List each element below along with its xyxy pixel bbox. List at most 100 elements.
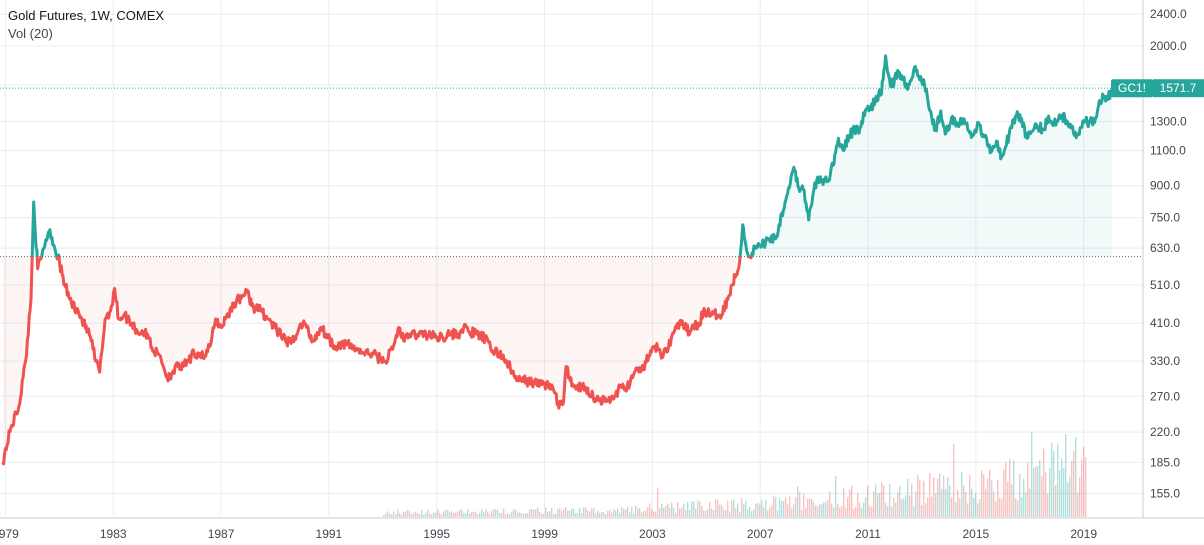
volume-bar	[641, 512, 643, 517]
volume-bar	[803, 493, 805, 517]
volume-bar	[431, 514, 433, 517]
volume-bar	[757, 503, 759, 517]
volume-bar	[493, 509, 495, 517]
volume-bar	[713, 510, 715, 517]
volume-bar	[751, 511, 753, 517]
volume-bar	[999, 497, 1001, 517]
volume-bar	[1015, 498, 1017, 517]
volume-bar	[621, 507, 623, 517]
volume-bar	[887, 506, 889, 517]
volume-bar	[613, 509, 615, 517]
volume-bar	[627, 506, 629, 517]
volume-bar	[1045, 472, 1047, 517]
volume-bar	[1041, 475, 1043, 517]
volume-bar	[915, 491, 917, 517]
volume-bar	[575, 513, 577, 517]
volume-bar	[1031, 432, 1033, 517]
volume-bar	[1039, 460, 1041, 517]
volume-bar	[675, 512, 677, 517]
volume-bar	[563, 509, 565, 517]
volume-bar	[861, 507, 863, 517]
ticker-badge-bg	[1111, 79, 1153, 98]
volume-bar	[495, 509, 497, 517]
volume-bar	[437, 509, 439, 517]
volume-bar	[467, 509, 469, 517]
volume-bar	[595, 513, 597, 517]
volume-bar	[731, 500, 733, 517]
volume-bar	[1007, 481, 1009, 517]
time-axis[interactable]: 1979 1983 1987 1991 1995 1999 2003 2007 2011 2015…	[0, 517, 1204, 541]
volume-bar	[587, 510, 589, 517]
volume-bar	[995, 501, 997, 517]
volume-bar	[687, 501, 689, 517]
y-tick-label: 155.0	[1150, 486, 1180, 500]
volume-bar	[753, 509, 755, 517]
volume-bar	[895, 502, 897, 517]
volume-bar	[899, 486, 901, 517]
volume-bar	[945, 489, 947, 517]
x-tick-label: 1983	[100, 527, 127, 541]
volume-bar	[1059, 470, 1061, 517]
volume-bar	[561, 511, 563, 517]
volume-bar	[767, 510, 769, 517]
volume-bar	[507, 513, 509, 517]
volume-bar	[817, 506, 819, 517]
volume-bar	[795, 497, 797, 517]
volume-bar	[403, 511, 405, 517]
volume-bar	[771, 504, 773, 517]
volume-bar	[685, 509, 687, 517]
volume-bar	[681, 508, 683, 517]
volume-bar	[599, 512, 601, 517]
volume-bar	[547, 511, 549, 517]
volume-bar	[389, 513, 391, 517]
volume-bar	[585, 507, 587, 517]
volume-bar	[877, 493, 879, 517]
up-price-line	[749, 54, 1114, 257]
volume-bar	[513, 509, 515, 517]
volume-bar	[1049, 468, 1051, 517]
up-area-fill	[41, 229, 57, 257]
volume-bar	[913, 505, 915, 517]
volume-bar	[1051, 443, 1053, 517]
x-tick-label: 2019	[1070, 527, 1097, 541]
volume-bar	[1071, 460, 1073, 517]
volume-bar	[503, 508, 505, 517]
volume-bar	[871, 507, 873, 517]
y-tick-label: 510.0	[1150, 278, 1180, 292]
volume-bar	[421, 509, 423, 517]
volume-bar	[729, 511, 731, 517]
volume-bar	[1001, 498, 1003, 517]
volume-bar	[469, 513, 471, 517]
volume-bar	[499, 513, 501, 517]
volume-bar	[927, 497, 929, 517]
y-tick-label: 330.0	[1150, 354, 1180, 368]
volume-bar	[985, 488, 987, 517]
volume-bar	[593, 508, 595, 517]
volume-bar	[849, 489, 851, 517]
x-tick-label: 2011	[855, 527, 881, 541]
volume-bar	[697, 500, 699, 517]
volume-bar	[1075, 437, 1077, 517]
volume-bar	[997, 479, 999, 517]
volume-bar	[451, 511, 453, 517]
volume-bar	[647, 507, 649, 517]
volume-bar	[457, 511, 459, 517]
price-lines	[1, 54, 1114, 466]
volume-indicator-label[interactable]: Vol (20)	[8, 26, 53, 41]
volume-bar	[761, 499, 763, 517]
baseline-fills	[2, 55, 1112, 464]
volume-bar	[1023, 478, 1025, 517]
volume-bar	[791, 508, 793, 517]
y-tick-label: 1100.0	[1150, 144, 1186, 158]
price-axis[interactable]: 2400.02000.01600.01300.01100.0900.0750.0…	[1142, 0, 1187, 518]
volume-bar	[711, 508, 713, 517]
volume-bar	[665, 506, 667, 517]
volume-bar	[645, 510, 647, 517]
volume-bar	[717, 499, 719, 517]
volume-bar	[949, 485, 951, 517]
volume-bar	[971, 488, 973, 517]
y-tick-label: 1300.0	[1150, 114, 1187, 128]
volume-bar	[719, 504, 721, 517]
volume-bar	[735, 508, 737, 517]
